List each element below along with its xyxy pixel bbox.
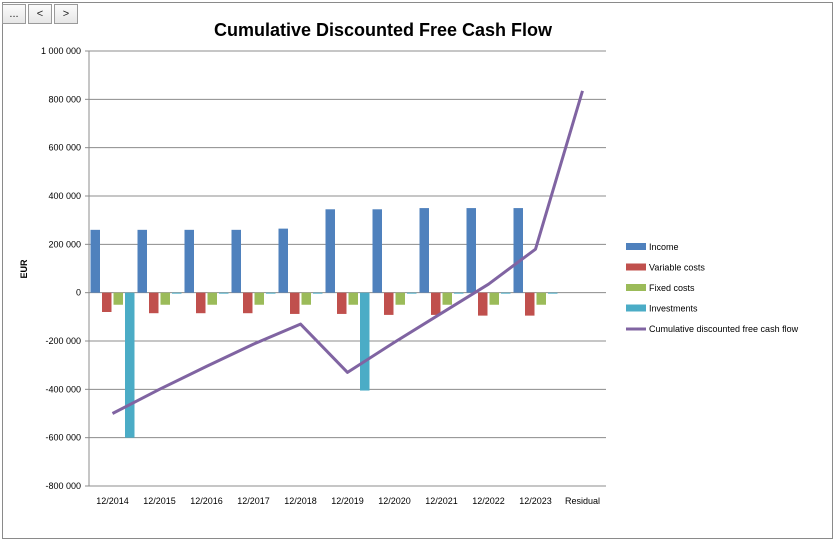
bar-fixed-costs (489, 292, 499, 305)
legend-swatch-investments (626, 304, 646, 312)
bar-income (419, 208, 429, 293)
y-tick-label: -800 000 (45, 481, 81, 491)
x-tick-label: 12/2023 (519, 496, 552, 506)
bar-variable-costs (431, 292, 441, 315)
y-tick-label: 400 000 (48, 191, 81, 201)
x-tick-label: Residual (565, 496, 600, 506)
line-cumulative-discounted-free-cash-flow (111, 90, 584, 415)
x-tick-label: 12/2014 (96, 496, 129, 506)
bar-income (466, 208, 476, 293)
legend-swatch-income (626, 243, 646, 250)
bar-investments (407, 292, 417, 294)
bar-fixed-costs (536, 292, 546, 305)
y-axis-label: EUR (19, 259, 29, 279)
bar-income (90, 229, 100, 293)
x-tick-label: 12/2021 (425, 496, 458, 506)
bar-income (231, 229, 241, 293)
bar-fixed-costs (113, 292, 123, 305)
x-tick-label: 12/2020 (378, 496, 411, 506)
bar-fixed-costs (348, 292, 358, 305)
bar-investments (454, 292, 464, 294)
bar-variable-costs (290, 292, 300, 314)
y-tick-label: 600 000 (48, 143, 81, 153)
bar-income (184, 229, 194, 293)
bar-investments (172, 292, 182, 294)
x-tick-label: 12/2015 (143, 496, 176, 506)
bar-income (137, 229, 147, 293)
bar-fixed-costs (207, 292, 217, 305)
bar-income (325, 209, 335, 293)
bar-fixed-costs (442, 292, 452, 305)
bar-variable-costs (243, 292, 253, 314)
bar-income (372, 209, 382, 293)
bar-investments (360, 292, 370, 391)
chart-title: Cumulative Discounted Free Cash Flow (213, 20, 553, 40)
bar-variable-costs (196, 292, 206, 314)
legend-label-fixed-costs: Fixed costs (649, 283, 695, 293)
y-tick-label: 800 000 (48, 94, 81, 104)
bar-investments (266, 292, 276, 294)
bar-investments (548, 292, 558, 294)
legend-label-variable-costs: Variable costs (649, 263, 705, 273)
previous-button[interactable]: < (28, 4, 52, 24)
chart-navigation: ... < > (2, 4, 80, 24)
bar-investments (125, 292, 135, 438)
x-tick-label: 12/2016 (190, 496, 223, 506)
x-tick-label: 12/2022 (472, 496, 505, 506)
bar-fixed-costs (301, 292, 311, 305)
legend-swatch-fixed-costs (626, 284, 646, 291)
bar-variable-costs (149, 292, 159, 314)
next-button[interactable]: > (54, 4, 78, 24)
y-tick-label: 1 000 000 (41, 46, 81, 56)
bar-variable-costs (337, 292, 347, 314)
bar-fixed-costs (395, 292, 405, 305)
legend-label-investments: Investments (649, 304, 698, 314)
bar-variable-costs (384, 292, 394, 315)
y-tick-label: -200 000 (45, 336, 81, 346)
y-tick-label: -600 000 (45, 433, 81, 443)
bar-income (513, 208, 523, 293)
bar-variable-costs (478, 292, 488, 316)
bar-fixed-costs (160, 292, 170, 305)
bar-investments (219, 292, 229, 294)
more-button[interactable]: ... (2, 4, 26, 24)
legend-label-income: Income (649, 242, 679, 252)
y-tick-label: -400 000 (45, 384, 81, 394)
legend-swatch-variable-costs (626, 263, 646, 271)
bar-variable-costs (102, 292, 112, 312)
bar-variable-costs (525, 292, 535, 316)
bar-fixed-costs (254, 292, 264, 305)
legend-label-cumulative-discounted-free-cash-flow: Cumulative discounted free cash flow (649, 324, 799, 334)
bar-investments (313, 292, 323, 294)
bar-income (278, 228, 288, 293)
x-tick-label: 12/2018 (284, 496, 317, 506)
y-tick-label: 200 000 (48, 239, 81, 249)
x-tick-label: 12/2019 (331, 496, 364, 506)
bar-investments (501, 292, 511, 294)
x-tick-label: 12/2017 (237, 496, 270, 506)
y-tick-label: 0 (76, 288, 81, 298)
